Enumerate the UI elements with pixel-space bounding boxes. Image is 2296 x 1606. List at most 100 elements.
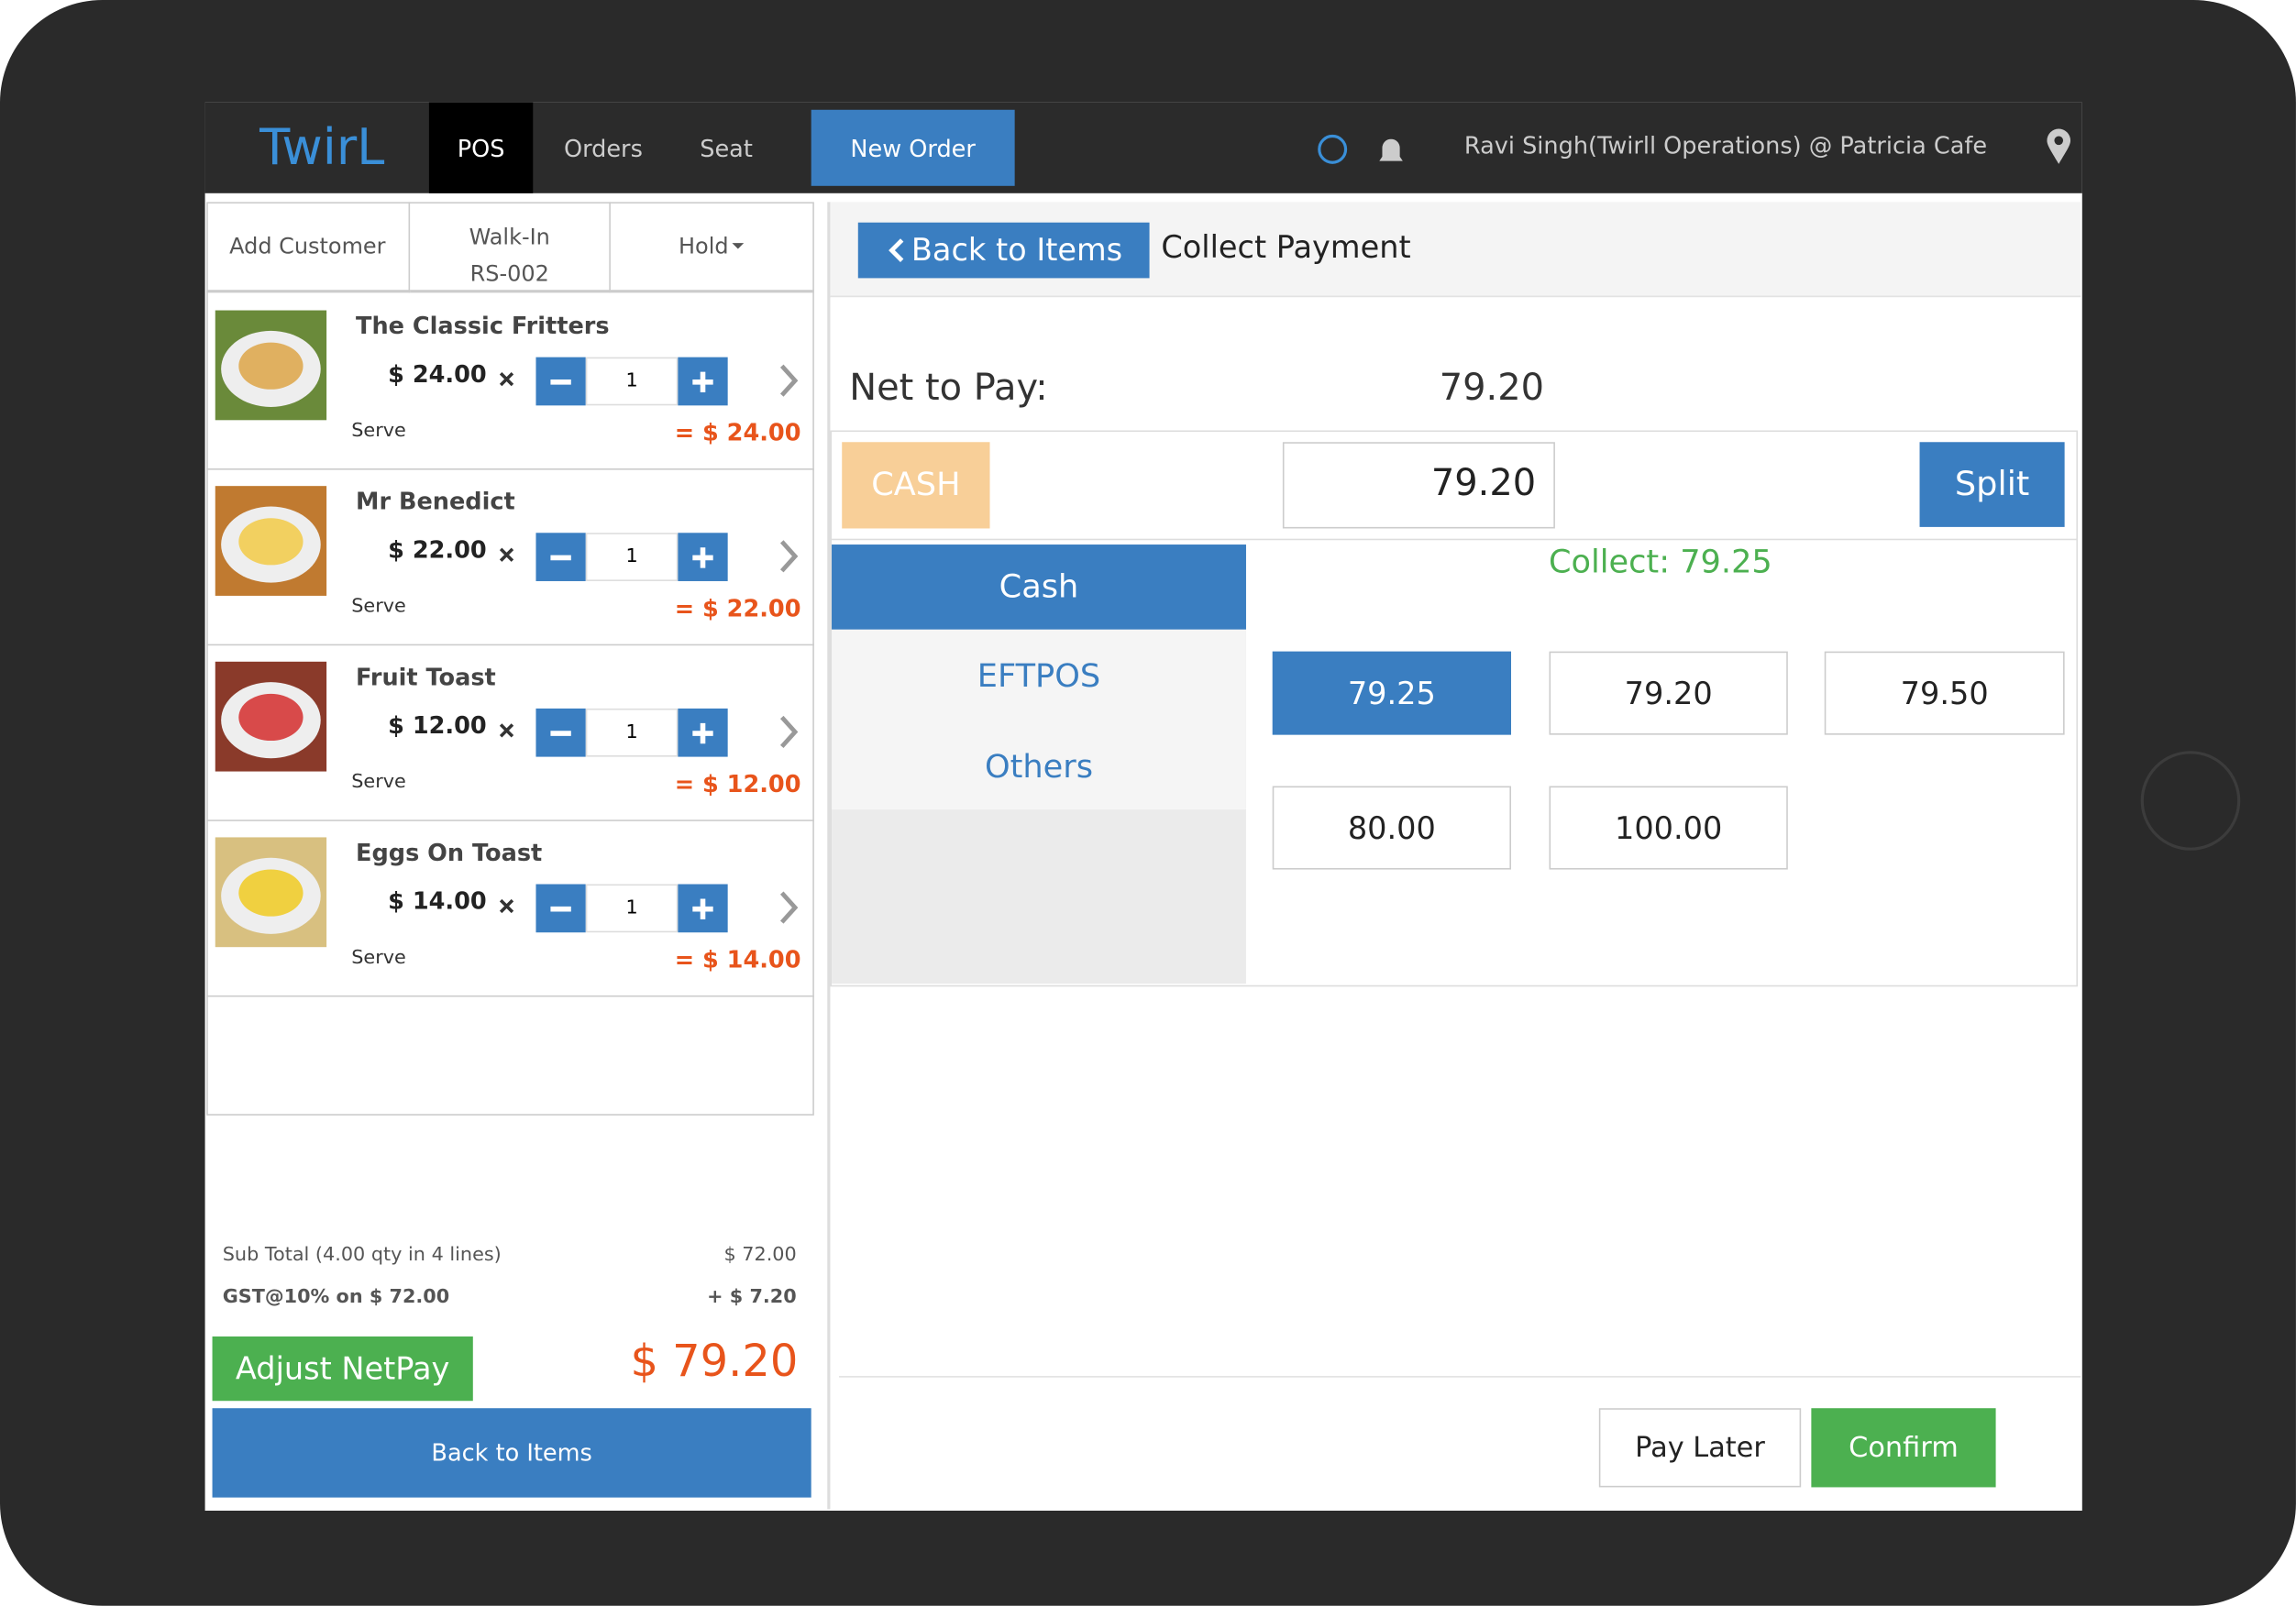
item-price: $ 22.00 bbox=[388, 535, 487, 564]
chevron-left bbox=[889, 238, 905, 262]
qty[interactable]: 1 bbox=[585, 533, 679, 581]
back-to-items-button[interactable]: Back to Items bbox=[212, 1408, 811, 1498]
minus bbox=[550, 906, 571, 912]
plus bbox=[692, 722, 713, 744]
add-customer[interactable]: Add Customer bbox=[206, 202, 411, 293]
payment-method[interactable]: Others bbox=[984, 748, 1094, 786]
new-order-button[interactable]: New Order bbox=[811, 109, 1015, 186]
amount-input[interactable]: 79.20 bbox=[1282, 442, 1555, 529]
back-label: Back to Items bbox=[911, 232, 1123, 269]
chevron[interactable] bbox=[776, 888, 802, 932]
quick-amount[interactable]: 79.25 bbox=[1272, 651, 1512, 735]
plus-button[interactable] bbox=[678, 533, 728, 581]
item-image bbox=[215, 310, 327, 421]
times bbox=[499, 723, 514, 738]
payment-method[interactable]: Cash bbox=[832, 544, 1246, 630]
item-note: Serve bbox=[351, 420, 406, 443]
adjust-netpay-button[interactable]: Adjust NetPay bbox=[212, 1336, 473, 1402]
payment-box bbox=[830, 430, 2079, 987]
gst: + $ 7.20 bbox=[707, 1286, 797, 1309]
payment-toolbar bbox=[830, 202, 2081, 298]
collect-label: Collect: 79.25 bbox=[1548, 544, 1772, 581]
item-row bbox=[206, 470, 814, 646]
times bbox=[499, 371, 514, 387]
gst-label: GST@10% on $ 72.00 bbox=[222, 1286, 450, 1309]
minus bbox=[550, 731, 571, 736]
item-total: = $ 24.00 bbox=[674, 418, 801, 447]
hold[interactable]: Hold bbox=[610, 202, 814, 293]
item-image bbox=[215, 661, 327, 772]
qty[interactable]: 1 bbox=[585, 884, 679, 933]
minus bbox=[550, 379, 571, 385]
plus bbox=[692, 547, 713, 568]
payment-panel bbox=[827, 202, 2081, 1510]
net-label: Net to Pay: bbox=[849, 366, 1048, 409]
net-total: $ 79.20 bbox=[630, 1336, 799, 1388]
plus-button[interactable] bbox=[678, 884, 728, 933]
plus-button[interactable] bbox=[678, 708, 728, 757]
user-info: Ravi Singh(Twirll Operations) @ Patricia… bbox=[1463, 131, 1988, 160]
qty[interactable]: 1 bbox=[585, 357, 679, 406]
item-name: Mr Benedict bbox=[356, 487, 515, 516]
item-total: = $ 12.00 bbox=[674, 769, 801, 798]
item-note: Serve bbox=[351, 595, 406, 618]
chevron[interactable] bbox=[776, 713, 802, 757]
hold-label: Hold bbox=[679, 232, 729, 259]
quick-amount[interactable]: 80.00 bbox=[1272, 786, 1512, 870]
walk-in[interactable]: Walk-In RS-002 bbox=[410, 202, 611, 293]
confirm-button[interactable]: Confirm bbox=[1811, 1408, 1996, 1488]
net-value: 79.20 bbox=[1439, 366, 1545, 409]
back-to-items-button[interactable]: Back to Items bbox=[857, 222, 1150, 279]
caret bbox=[731, 243, 744, 249]
plus bbox=[692, 898, 713, 919]
item-image bbox=[215, 837, 327, 948]
nav-tab[interactable]: Seat bbox=[700, 134, 753, 162]
method-tag: CASH bbox=[842, 442, 990, 529]
quick-amount[interactable]: 79.50 bbox=[1824, 651, 2065, 735]
times bbox=[499, 898, 514, 914]
times-icon bbox=[498, 893, 515, 920]
nav-tab[interactable]: POS bbox=[428, 102, 534, 193]
divider bbox=[832, 538, 2079, 541]
quick-amount[interactable]: 79.20 bbox=[1549, 651, 1788, 735]
minus-button[interactable] bbox=[535, 533, 586, 581]
split-button[interactable]: Split bbox=[1919, 442, 2065, 527]
item-total: = $ 14.00 bbox=[674, 945, 801, 974]
qty[interactable]: 1 bbox=[585, 708, 679, 757]
minus-button[interactable] bbox=[535, 708, 586, 757]
chevron-right bbox=[779, 540, 799, 573]
divider bbox=[839, 1376, 2081, 1378]
minus bbox=[550, 555, 571, 561]
item-price: $ 14.00 bbox=[388, 886, 487, 916]
quick-amount[interactable]: 100.00 bbox=[1549, 786, 1788, 870]
item-note: Serve bbox=[351, 947, 406, 970]
chevron[interactable] bbox=[776, 537, 802, 581]
item-price: $ 12.00 bbox=[388, 711, 487, 740]
item-total: = $ 22.00 bbox=[674, 594, 801, 622]
method-list-bg bbox=[832, 629, 1246, 810]
item-row bbox=[206, 645, 814, 821]
minus-button[interactable] bbox=[535, 357, 586, 406]
item-note: Serve bbox=[351, 771, 406, 794]
chevron-right bbox=[779, 715, 799, 749]
home-button bbox=[2140, 751, 2241, 851]
item-row bbox=[206, 294, 814, 470]
item-row bbox=[206, 821, 814, 997]
item-name: The Classic Fritters bbox=[356, 312, 610, 340]
chevron[interactable] bbox=[776, 361, 802, 405]
payment-method[interactable]: EFTPOS bbox=[977, 657, 1101, 695]
times-icon bbox=[498, 542, 515, 569]
food bbox=[221, 506, 321, 583]
header-icons bbox=[1318, 134, 1403, 164]
food bbox=[221, 330, 321, 407]
chevron-right bbox=[779, 891, 799, 924]
nav-tab[interactable]: Orders bbox=[563, 134, 643, 162]
plus bbox=[692, 371, 713, 392]
walk-in-label: Walk-In bbox=[469, 224, 550, 251]
plus-button[interactable] bbox=[678, 357, 728, 406]
pay-later-button[interactable]: Pay Later bbox=[1598, 1408, 1802, 1488]
item-name: Fruit Toast bbox=[356, 663, 496, 691]
times-icon bbox=[498, 366, 515, 393]
minus-button[interactable] bbox=[535, 884, 586, 933]
